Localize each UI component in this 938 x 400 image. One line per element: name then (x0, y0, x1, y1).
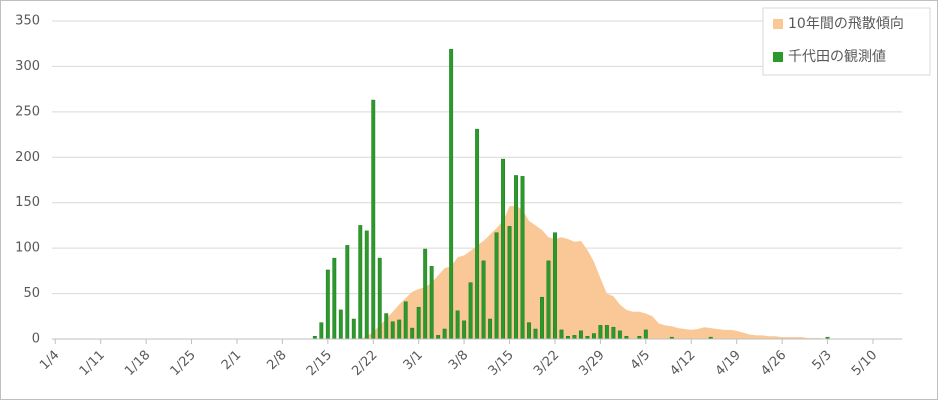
y-tick-label: 300 (15, 59, 40, 74)
y-tick-label: 0 (32, 332, 40, 347)
bar (455, 310, 460, 340)
legend-swatch (773, 52, 783, 62)
bar (540, 296, 544, 340)
bar (501, 158, 506, 340)
bar (553, 232, 557, 340)
bar (449, 48, 454, 340)
bar (611, 326, 616, 340)
bar (403, 301, 408, 340)
y-tick-label: 350 (15, 14, 40, 29)
bar (617, 330, 622, 340)
bar (475, 128, 480, 340)
bar (397, 319, 402, 340)
bar (488, 318, 493, 340)
legend-label: 千代田の観測値 (788, 48, 886, 65)
bar (390, 321, 395, 340)
bar (436, 335, 441, 340)
legend-label: 10年間の飛散傾向 (788, 16, 904, 32)
bar (338, 309, 343, 340)
bar (462, 320, 467, 340)
bar (591, 333, 596, 340)
bar (578, 330, 583, 340)
bar (481, 260, 486, 340)
legend-swatch (773, 19, 783, 29)
bar (384, 313, 389, 340)
bar (598, 325, 603, 340)
bar (572, 335, 577, 340)
bar (325, 269, 330, 340)
bar (377, 257, 382, 340)
bar (559, 329, 564, 340)
y-tick-label: 200 (15, 150, 40, 165)
bar (604, 325, 609, 340)
bar (546, 260, 551, 340)
bar (643, 329, 648, 340)
y-tick-label: 250 (15, 104, 40, 119)
bar (429, 266, 434, 340)
y-tick-label: 100 (15, 241, 40, 256)
bar (319, 322, 324, 340)
bar (416, 306, 421, 340)
bar (410, 327, 415, 340)
bar (423, 248, 428, 340)
bar (520, 176, 525, 340)
bar (533, 328, 538, 340)
bar (514, 175, 518, 340)
bar (507, 226, 512, 340)
bar (494, 232, 499, 340)
bar (345, 245, 350, 340)
bar (351, 318, 356, 340)
bar (364, 230, 369, 340)
bar (332, 257, 337, 340)
bar (442, 328, 447, 340)
bar (371, 99, 376, 340)
y-tick-label: 50 (23, 286, 40, 301)
bar (358, 225, 363, 340)
y-tick-label: 150 (15, 195, 40, 210)
legend-box (762, 7, 931, 76)
bar (527, 322, 531, 340)
bar (468, 282, 473, 340)
